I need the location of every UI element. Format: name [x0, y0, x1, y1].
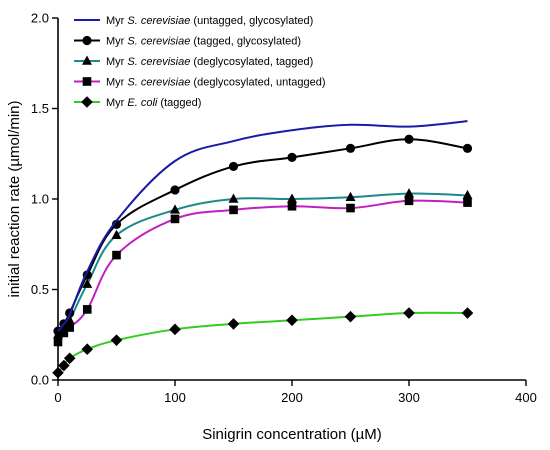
legend-label-part: Myr: [106, 15, 127, 27]
data-point: [287, 152, 297, 162]
x-tick-label: 300: [398, 390, 420, 405]
legend: Myr S. cerevisiae (untagged, glycosylate…: [74, 15, 326, 109]
legend-label-part: (untagged, glycosylated): [190, 15, 313, 27]
data-point: [53, 337, 63, 347]
y-tick-label: 1.0: [31, 192, 49, 207]
data-point: [81, 343, 94, 356]
legend-item-3: Myr S. cerevisiae (deglycosylated, tagge…: [74, 55, 313, 68]
data-point: [286, 314, 298, 327]
series-group: [52, 120, 474, 379]
legend-label: Myr E. coli (tagged): [106, 97, 201, 109]
legend-item-2: Myr S. cerevisiae (tagged, glycosylated): [74, 36, 301, 48]
data-point: [170, 204, 180, 214]
data-point: [228, 193, 239, 203]
legend-label-part: (tagged): [157, 97, 201, 109]
legend-marker: [81, 96, 93, 108]
y-tick-label: 0.5: [31, 282, 49, 297]
data-point: [404, 196, 414, 206]
data-point: [404, 134, 414, 144]
data-point: [170, 185, 180, 195]
data-point: [227, 318, 240, 330]
data-point: [463, 198, 472, 207]
data-point: [110, 334, 123, 346]
legend-label-part: Myr: [106, 56, 127, 68]
series-5: [52, 307, 474, 379]
series-4: [53, 196, 472, 347]
legend-label-part: (deglycosylated, tagged): [190, 56, 313, 68]
series-1: [57, 120, 468, 332]
data-point: [52, 366, 64, 379]
legend-marker: [82, 55, 92, 65]
legend-label: Myr S. cerevisiae (untagged, glycosylate…: [106, 15, 313, 27]
data-point: [404, 188, 414, 198]
data-point: [229, 205, 238, 215]
legend-label-part: Myr: [106, 77, 127, 89]
data-point: [287, 193, 297, 203]
data-point: [462, 189, 473, 200]
y-tick-label: 2.0: [31, 11, 49, 26]
y-tick-label: 1.5: [31, 101, 49, 116]
x-axis-title: Sinigrin concentration (µM): [202, 426, 382, 443]
legend-label-part: (deglycosylated, untagged): [190, 77, 325, 89]
legend-item-4: Myr S. cerevisiae (deglycosylated, untag…: [74, 77, 326, 89]
y-tick-label: 0.0: [31, 373, 49, 388]
legend-item-1: Myr S. cerevisiae (untagged, glycosylate…: [74, 15, 313, 27]
legend-marker: [82, 77, 92, 86]
data-point: [111, 229, 122, 239]
legend-label-part: S. cerevisiae: [127, 36, 190, 48]
data-point: [65, 323, 74, 332]
data-point: [344, 310, 357, 323]
data-point: [345, 191, 356, 201]
legend-label-part: S. cerevisiae: [127, 77, 190, 89]
data-point: [287, 201, 297, 211]
legend-marker: [82, 35, 92, 46]
data-point: [59, 328, 69, 338]
legend-label-part: (tagged, glycosylated): [190, 36, 301, 48]
y-axis-title: initial reaction rate (µmol/min): [6, 100, 23, 297]
data-point: [462, 143, 473, 153]
data-point: [228, 161, 239, 172]
data-point: [461, 307, 474, 319]
x-tick-label: 200: [281, 390, 303, 405]
data-point: [403, 307, 415, 319]
data-point: [58, 359, 70, 372]
x-tick-label: 400: [515, 390, 537, 405]
data-point: [63, 352, 76, 365]
data-point: [82, 305, 92, 314]
x-tick-label: 100: [164, 390, 186, 405]
x-tick-label: 0: [54, 390, 61, 405]
y-ticks: 0.0 0.5 1.0 1.5 2.0: [31, 11, 58, 388]
data-point: [346, 203, 355, 213]
data-point: [345, 143, 356, 153]
data-point: [170, 214, 180, 224]
legend-label-part: E. coli: [127, 97, 158, 109]
legend-label-part: Myr: [106, 36, 127, 48]
legend-label-part: S. cerevisiae: [127, 56, 190, 68]
data-point: [112, 250, 121, 260]
data-point: [169, 323, 181, 336]
legend-item-5: Myr E. coli (tagged): [74, 96, 201, 109]
x-ticks: 0 100 200 300 400: [54, 380, 537, 405]
legend-label-part: Myr: [106, 97, 127, 109]
data-point: [82, 278, 93, 288]
legend-label: Myr S. cerevisiae (tagged, glycosylated): [106, 36, 301, 48]
series-line: [57, 120, 468, 332]
legend-label-part: S. cerevisiae: [127, 15, 190, 27]
legend-label: Myr S. cerevisiae (deglycosylated, untag…: [106, 77, 326, 89]
legend-label: Myr S. cerevisiae (deglycosylated, tagge…: [106, 56, 313, 68]
